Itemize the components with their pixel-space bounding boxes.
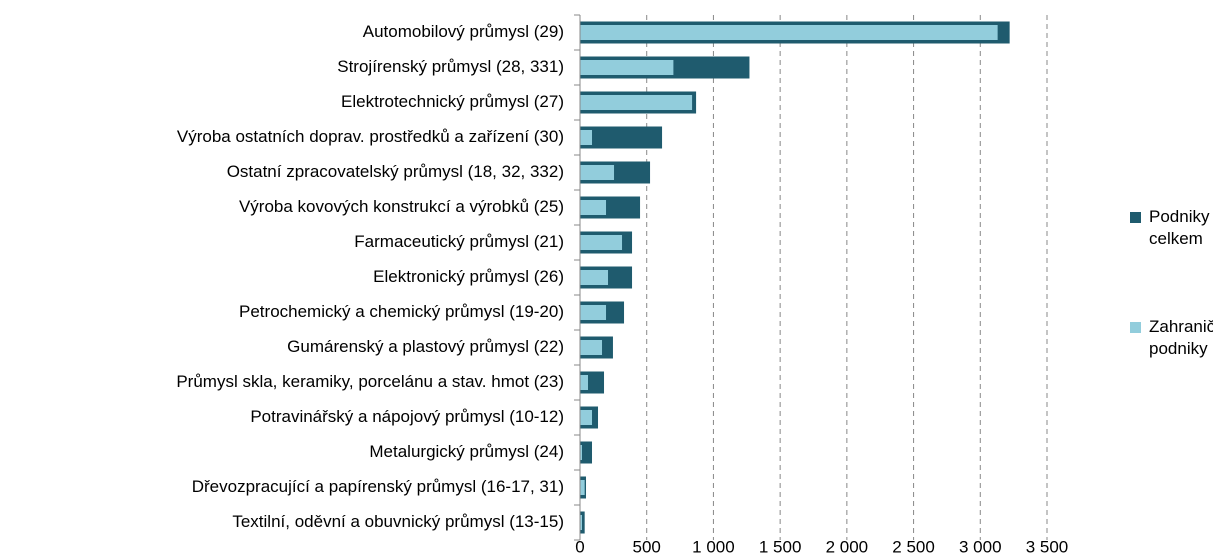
x-tick-label: 3 500: [1026, 537, 1069, 555]
legend-label: Podniky celkem: [1149, 207, 1210, 248]
bar: [580, 165, 615, 180]
x-tick-label: 0: [575, 537, 584, 555]
y-tick-label: Elektrotechnický průmysl (27): [341, 92, 564, 111]
y-tick-label: Textilní, oděvní a obuvnický průmysl (13…: [232, 512, 564, 531]
y-tick-label: Metalurgický průmysl (24): [369, 442, 564, 461]
y-tick-label: Petrochemický a chemický průmysl (19-20): [239, 302, 564, 321]
bar: [580, 95, 693, 110]
bar: [580, 515, 583, 530]
bar: [580, 441, 593, 464]
y-tick-label: Strojírenský průmysl (28, 331): [337, 57, 564, 76]
bar: [580, 200, 607, 215]
legend-item: Zahraniční podniky: [1130, 316, 1213, 360]
x-tick-label: 2 000: [826, 537, 869, 555]
bar: [580, 340, 603, 355]
legend-item: Podniky celkem: [1130, 206, 1210, 250]
x-tick-label: 500: [633, 537, 661, 555]
bar: [580, 130, 593, 145]
legend-swatch: [1130, 212, 1141, 223]
bar: [580, 410, 593, 425]
legend-swatch: [1130, 322, 1141, 333]
bar: [580, 445, 583, 460]
bar: [580, 270, 609, 285]
bar: [580, 235, 623, 250]
bar: [580, 60, 674, 75]
bar: [580, 511, 585, 534]
x-tick-label: 2 500: [892, 537, 935, 555]
y-tick-label: Gumárenský a plastový průmysl (22): [287, 337, 564, 356]
bar: [580, 375, 589, 390]
bar: [580, 126, 663, 149]
y-tick-label: Průmysl skla, keramiky, porcelánu a stav…: [176, 372, 564, 391]
y-tick-label: Dřevozpracující a papírenský průmysl (16…: [192, 477, 564, 496]
x-tick-label: 3 000: [959, 537, 1002, 555]
x-tick-label: 1 000: [692, 537, 735, 555]
bar: [580, 25, 998, 40]
y-tick-label: Výroba ostatních doprav. prostředků a za…: [177, 127, 564, 146]
y-tick-label: Ostatní zpracovatelský průmysl (18, 32, …: [227, 162, 564, 181]
y-tick-label: Výroba kovových konstrukcí a výrobků (25…: [239, 197, 564, 216]
bar: [580, 480, 585, 495]
y-tick-label: Farmaceutický průmysl (21): [354, 232, 564, 251]
legend-label: Zahraniční podniky: [1149, 317, 1213, 358]
y-tick-label: Automobilový průmysl (29): [363, 22, 564, 41]
y-tick-label: Potravinářský a nápojový průmysl (10-12): [250, 407, 564, 426]
y-tick-label: Elektronický průmysl (26): [373, 267, 564, 286]
x-tick-label: 1 500: [759, 537, 802, 555]
bar: [580, 305, 607, 320]
